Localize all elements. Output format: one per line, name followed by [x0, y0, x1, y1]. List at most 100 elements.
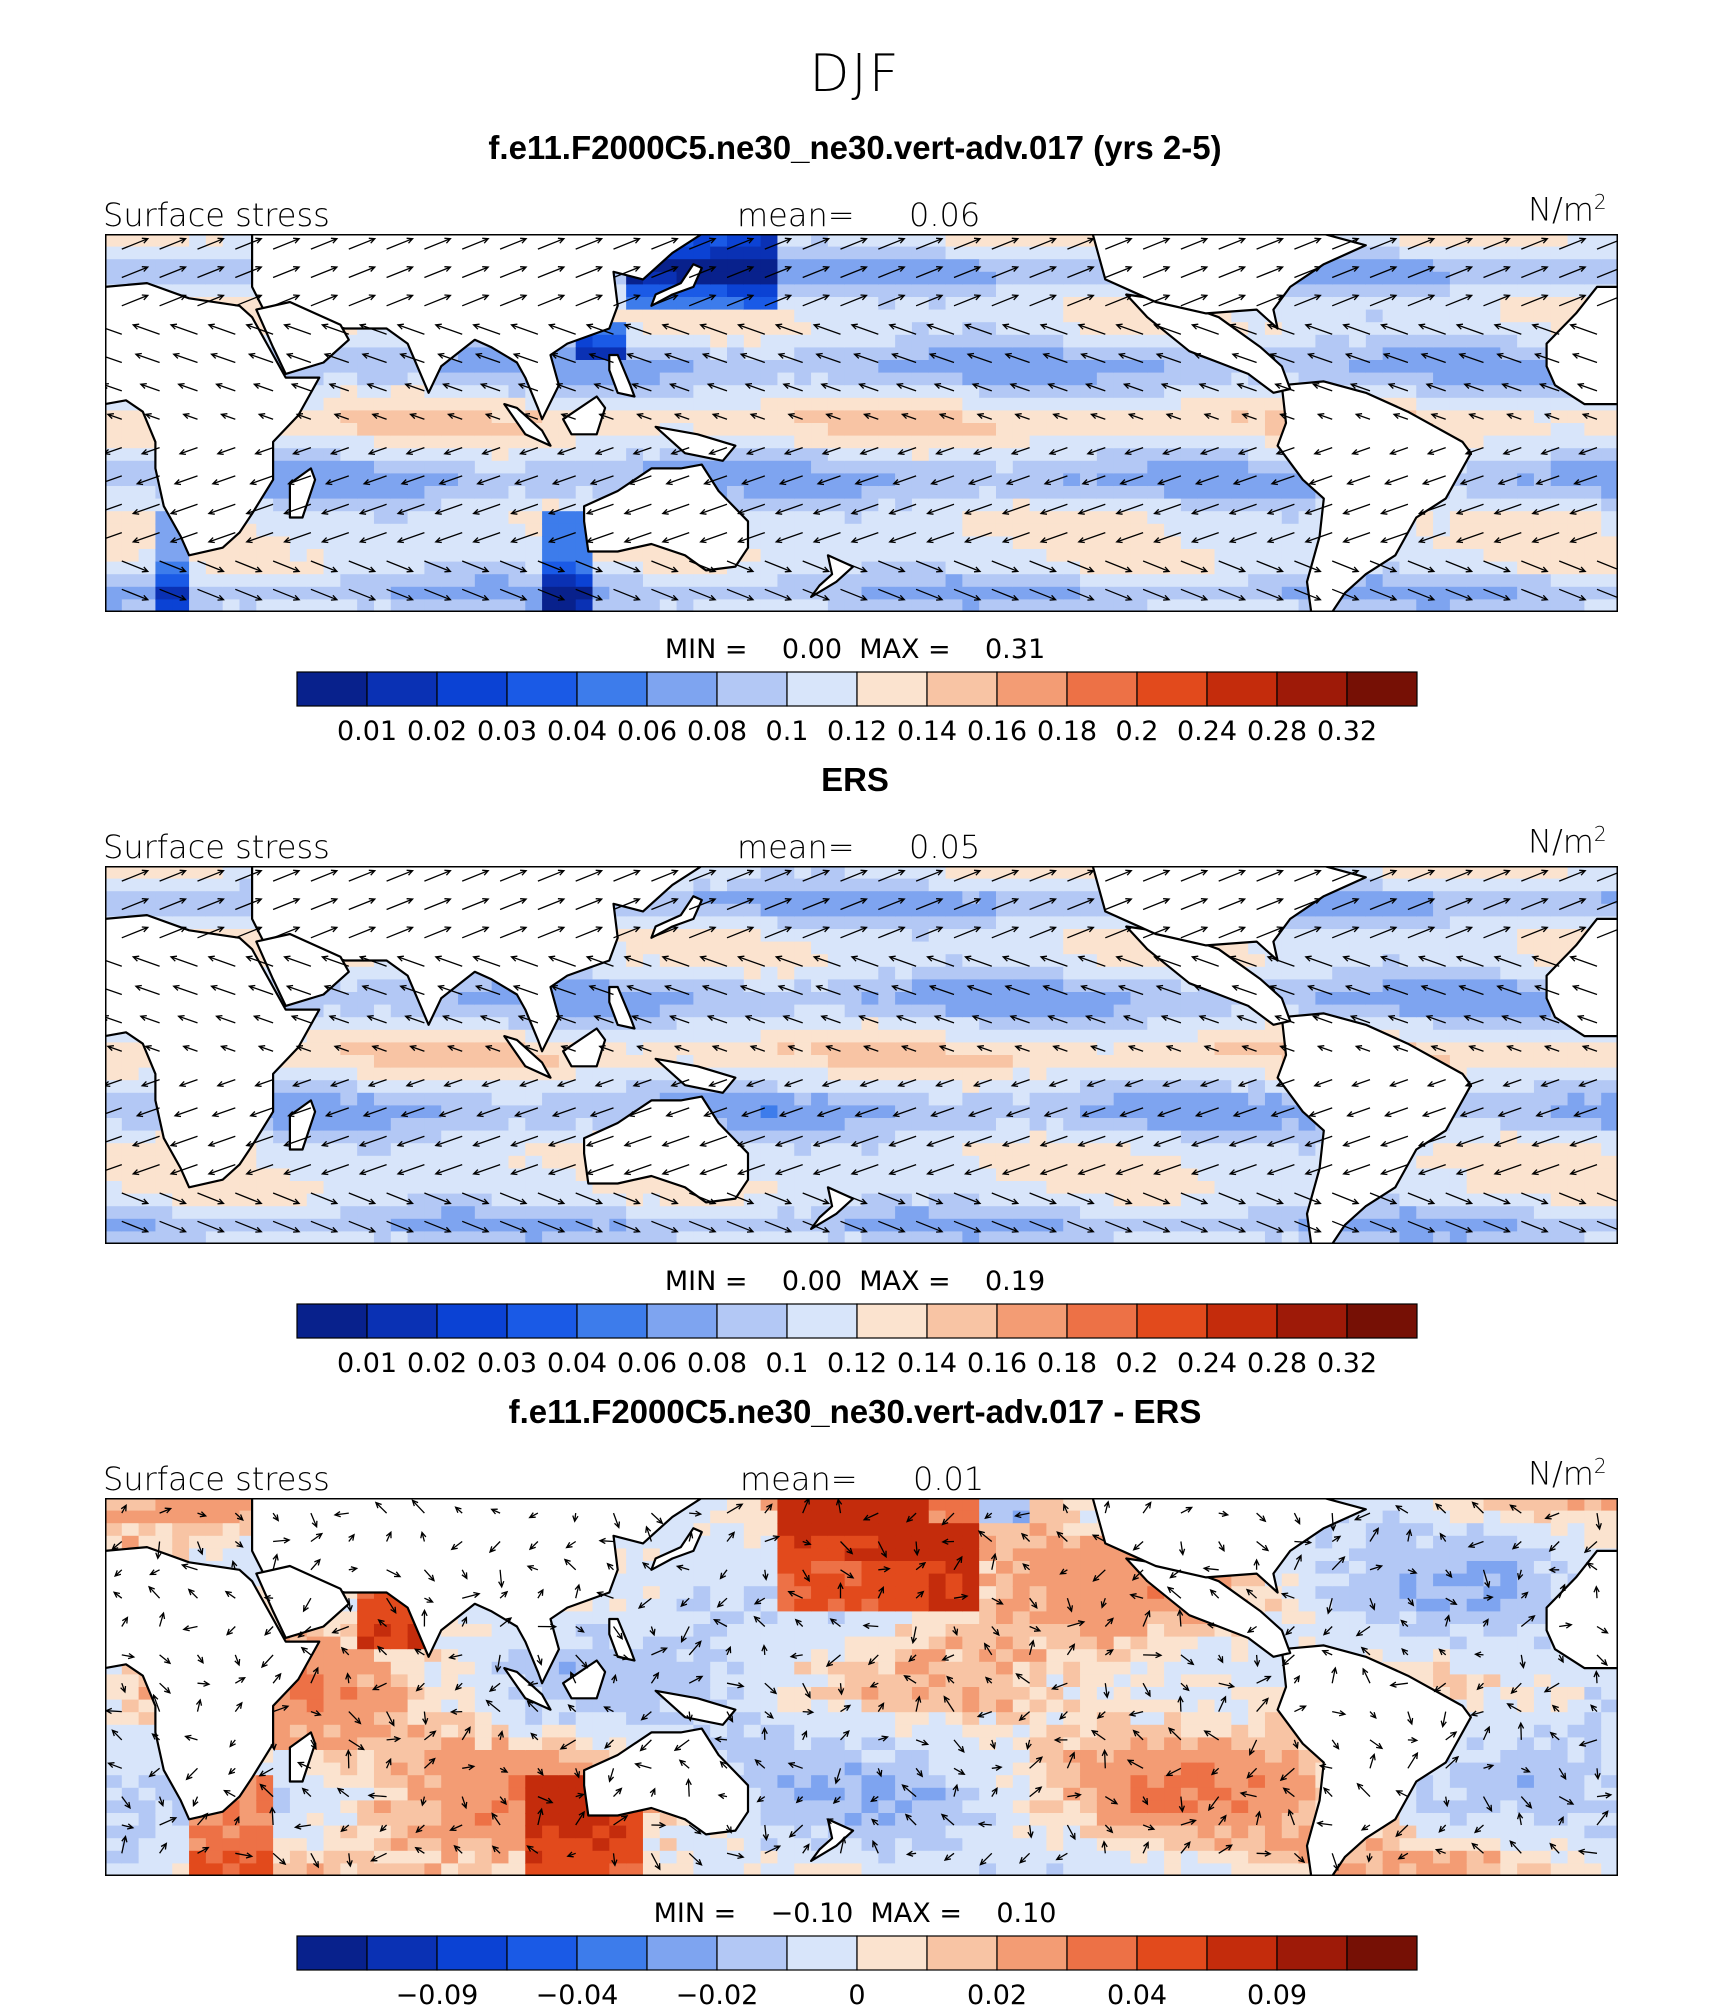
field-cell — [340, 549, 358, 563]
field-cell — [928, 561, 947, 575]
field-cell — [1063, 561, 1081, 575]
field-cell — [710, 574, 728, 588]
field-cell — [794, 561, 812, 575]
field-cell — [945, 473, 963, 487]
field-cell — [407, 473, 426, 487]
field-cell — [458, 1017, 476, 1031]
wind-vector — [159, 266, 187, 279]
field-cell — [424, 1143, 442, 1157]
field-cell — [962, 498, 980, 512]
field-cell — [626, 1092, 644, 1106]
field-cell — [642, 599, 661, 612]
field-cell — [1147, 423, 1165, 437]
field-cell — [609, 1218, 627, 1232]
wind-vector — [522, 413, 539, 420]
field-cell — [794, 966, 812, 980]
field-cell — [979, 916, 997, 930]
field-cell — [1449, 234, 1468, 248]
wind-vector — [774, 323, 803, 335]
field-cell — [1365, 360, 1384, 374]
field-cell — [172, 561, 190, 575]
field-cell — [693, 878, 711, 892]
field-cell — [710, 866, 728, 880]
field-cell — [1399, 385, 1417, 399]
field-cell — [558, 1231, 577, 1244]
field-cell — [895, 511, 913, 525]
field-cell — [895, 498, 913, 512]
field-cell — [693, 284, 711, 298]
field-cell — [1382, 561, 1401, 575]
field-cell — [458, 511, 476, 525]
field-cell — [1214, 460, 1232, 474]
field-cell — [777, 941, 795, 955]
field-cell — [491, 1004, 510, 1018]
wind-vector — [651, 237, 679, 250]
field-cell — [222, 599, 241, 612]
field-cell — [1500, 536, 1518, 550]
wind-vector — [651, 294, 679, 307]
field-cell — [525, 511, 543, 525]
wind-vector — [1483, 266, 1511, 279]
field-cell — [542, 1231, 560, 1244]
wind-vector — [537, 294, 566, 307]
wind-vector — [472, 323, 501, 335]
field-cell — [1012, 586, 1031, 600]
field-cell — [373, 460, 392, 474]
field-cell — [928, 903, 947, 917]
field-cell — [1096, 347, 1115, 361]
wind-vector — [1080, 352, 1106, 364]
field-cell — [727, 574, 745, 588]
field-cell — [1197, 536, 1216, 550]
field-cell — [155, 271, 173, 285]
field-cell — [827, 599, 846, 612]
field-cell — [895, 966, 913, 980]
field-cell — [1399, 599, 1417, 612]
field-cell — [558, 1206, 577, 1220]
field-cell — [222, 878, 241, 892]
field-cell — [1130, 347, 1148, 361]
field-cell — [979, 246, 997, 260]
wind-vector — [1331, 294, 1360, 307]
wind-vector — [1483, 560, 1511, 573]
wind-vector — [802, 560, 831, 573]
field-cell — [1584, 511, 1602, 525]
field-cell — [794, 1231, 812, 1244]
field-cell — [1248, 460, 1266, 474]
field-cell — [172, 1206, 190, 1220]
field-cell — [760, 1055, 779, 1069]
field-cell — [458, 599, 476, 612]
field-cell — [760, 498, 779, 512]
field-cell — [1029, 966, 1048, 980]
field-cell — [340, 1029, 358, 1043]
field-cell — [1365, 234, 1384, 248]
field-cell — [1584, 423, 1602, 437]
field-cell — [659, 1029, 678, 1043]
field-cell — [945, 297, 963, 311]
wind-vector — [726, 266, 755, 279]
field-cell — [323, 486, 341, 500]
field-cell — [794, 574, 812, 588]
field-cell — [911, 1231, 930, 1244]
field-cell — [105, 511, 123, 525]
field-cell — [1365, 372, 1384, 386]
field-cell — [508, 486, 526, 500]
field-cell — [962, 385, 980, 399]
field-cell — [626, 549, 644, 563]
field-cell — [357, 1004, 375, 1018]
field-cell — [424, 574, 442, 588]
wind-vector — [216, 446, 236, 456]
field-cell — [1332, 372, 1350, 386]
field-cell — [1466, 246, 1485, 260]
field-cell — [474, 574, 493, 588]
field-cell — [811, 423, 829, 437]
field-cell — [306, 1231, 325, 1244]
field-cell — [458, 1055, 476, 1069]
field-cell — [995, 397, 1014, 411]
field-cell — [659, 1218, 678, 1232]
field-cell — [777, 246, 795, 260]
field-cell — [273, 473, 291, 487]
field-cell — [1382, 385, 1401, 399]
field-cell — [743, 1092, 762, 1106]
wind-vector — [1142, 237, 1171, 250]
